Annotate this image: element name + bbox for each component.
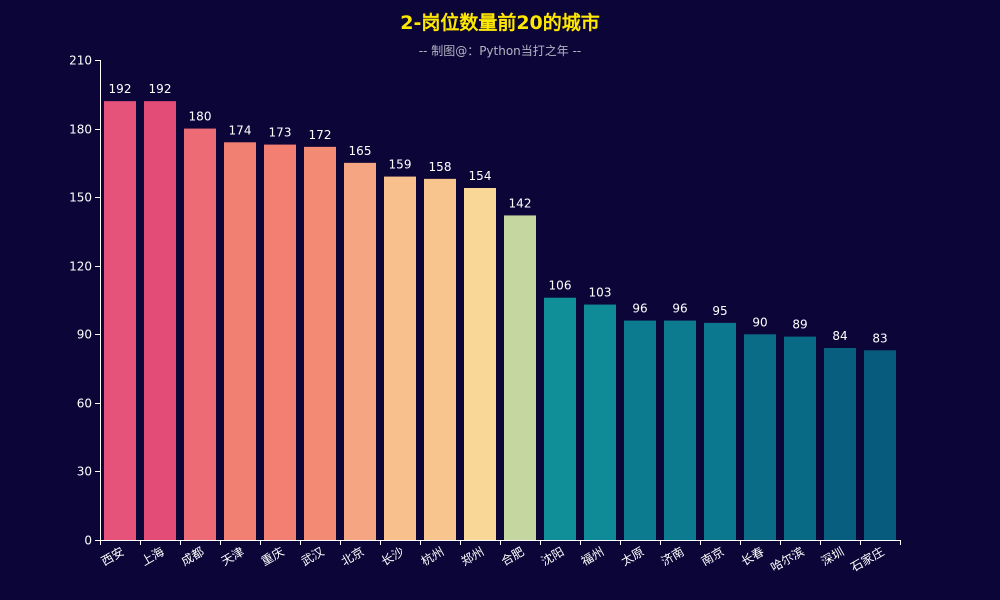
- y-tick-label: 180: [69, 123, 92, 137]
- y-tick-label: 60: [77, 397, 92, 411]
- data-label: 174: [229, 123, 252, 137]
- x-category-label: 济南: [658, 544, 686, 569]
- data-label: 159: [389, 158, 412, 172]
- y-tick-label: 210: [69, 54, 92, 68]
- x-category-label: 长春: [739, 544, 767, 568]
- x-category-label: 福州: [578, 544, 606, 569]
- data-label: 83: [872, 331, 887, 345]
- data-label: 180: [189, 110, 212, 124]
- x-category-label: 沈阳: [538, 544, 566, 569]
- bar: [104, 101, 136, 541]
- x-category-label: 北京: [339, 544, 367, 568]
- x-category-label: 太原: [618, 544, 646, 569]
- bar: [184, 128, 216, 541]
- data-label: 96: [632, 302, 647, 316]
- chart-subtitle: -- 制图@：Python当打之年 --: [418, 44, 582, 58]
- data-label: 165: [349, 144, 372, 158]
- bar: [224, 142, 256, 541]
- data-label: 96: [672, 302, 687, 316]
- bar: [664, 320, 696, 540]
- data-label: 89: [792, 318, 807, 332]
- x-category-label: 西安: [98, 544, 126, 569]
- data-label: 158: [429, 160, 452, 174]
- bar: [784, 336, 816, 540]
- bar: [144, 101, 176, 541]
- x-category-label: 重庆: [259, 544, 287, 568]
- data-label: 192: [149, 82, 172, 96]
- x-axis: 西安 上海 成都 天津 重庆 武汉 北京 长沙 杭州 郑州 合肥 沈阳 福州 太原 济南 南京 长春 哈尔滨 深圳石…: [98, 540, 901, 575]
- bars-group: [104, 101, 896, 541]
- data-label: 154: [469, 169, 492, 183]
- x-category-label: 杭州: [418, 544, 446, 569]
- bar: [304, 146, 336, 540]
- bar: [264, 144, 296, 541]
- bar: [744, 334, 776, 540]
- y-tick-label: 30: [77, 465, 92, 479]
- bar: [704, 322, 736, 540]
- bar: [864, 350, 896, 540]
- y-tick-label: 90: [77, 328, 92, 342]
- y-axis: 0 30 60 90 120 150 180 210: [69, 54, 101, 548]
- data-labels-group: 192 192 180 174 173 172 165 159 158 154 142 106 103 9…: [109, 82, 888, 345]
- data-label: 95: [712, 304, 727, 318]
- y-tick-label: 150: [69, 191, 92, 205]
- bar: [424, 178, 456, 540]
- bar: [824, 348, 856, 540]
- x-category-label: 深圳: [819, 544, 847, 568]
- x-category-label: 郑州: [458, 544, 486, 569]
- data-label: 172: [309, 128, 332, 142]
- data-label: 192: [109, 82, 132, 96]
- data-label: 84: [832, 329, 847, 343]
- x-category-label: 合肥: [498, 544, 526, 569]
- bar: [624, 320, 656, 540]
- bar: [544, 297, 576, 540]
- data-label: 90: [752, 315, 767, 329]
- y-tick-label: 0: [84, 534, 92, 548]
- bar: [344, 162, 376, 540]
- bar: [584, 304, 616, 540]
- bar: [384, 176, 416, 541]
- x-category-label: 南京: [698, 544, 726, 569]
- data-label: 103: [589, 286, 612, 300]
- bar: [464, 188, 496, 540]
- data-label: 142: [509, 196, 532, 210]
- y-tick-label: 120: [69, 260, 92, 274]
- data-label: 106: [549, 279, 572, 293]
- x-category-label: 武汉: [299, 544, 327, 568]
- x-category-label: 上海: [138, 544, 166, 569]
- chart-title: 2-岗位数量前20的城市: [400, 12, 600, 34]
- x-category-label: 哈尔滨: [768, 544, 807, 575]
- bar: [504, 215, 536, 540]
- x-category-label: 长沙: [379, 544, 407, 568]
- x-category-label: 天津: [219, 544, 247, 568]
- x-category-label: 石家庄: [848, 544, 887, 575]
- x-category-label: 成都: [179, 544, 207, 568]
- data-label: 173: [269, 126, 292, 140]
